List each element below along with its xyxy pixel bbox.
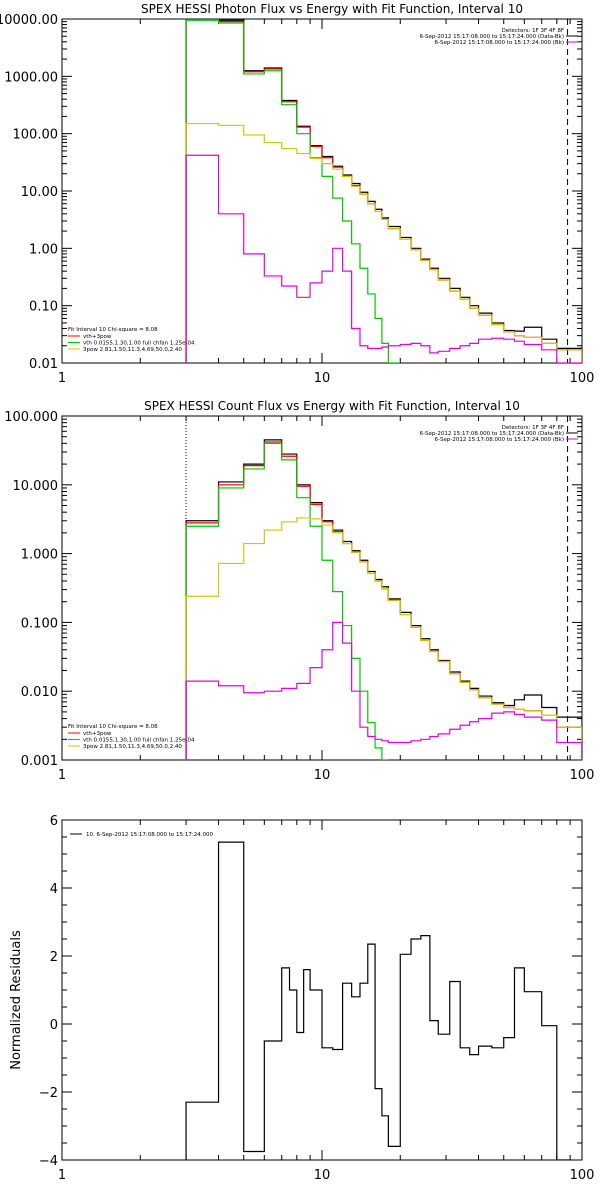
header-line: 6-Sep-2012 15:17:08.000 to 15:17:24.000 … [435, 437, 565, 443]
y-tick-label: 2 [50, 950, 58, 965]
y-tick-label: −2 [39, 1086, 58, 1101]
chart-panel-2: SPEX HESSI Count Flux vs Energy with Fit… [4, 399, 594, 783]
x-tick-label: 100 [570, 768, 595, 783]
y-tick-label: 0 [50, 1018, 58, 1033]
x-tick-label: 10 [314, 1168, 331, 1183]
plot-data [185, 19, 582, 363]
x-tick-label: 100 [570, 1168, 595, 1183]
chart-panel-1: SPEX HESSI Photon Flux vs Energy with Fi… [0, 2, 594, 386]
plot-frame [61, 415, 583, 761]
legend-title: Fit Interval 10 Chi-square = 8.08 [68, 327, 158, 333]
y-axis-label: Normalized Residuals [9, 930, 24, 1070]
plot-data [185, 416, 582, 760]
series-1-histogram [185, 841, 571, 1160]
legend-entry: vth+3pow [83, 731, 112, 737]
y-tick-label: 0.10 [29, 300, 58, 315]
y-tick-label: 1.000 [21, 548, 58, 563]
series-5-histogram [185, 621, 582, 760]
series-4-histogram [185, 122, 582, 363]
x-tick-label: 10 [314, 371, 331, 386]
legend-entry: 10. 6-Sep-2012 15:17:08.000 to 15:17:24.… [86, 832, 213, 838]
header-line: Detectors: 1F 3F 4F 8F [502, 425, 564, 431]
y-tick-label: 10000.00 [0, 13, 58, 28]
x-tick-label: 100 [570, 371, 595, 386]
y-tick-label: −4 [39, 1154, 58, 1169]
header-line: 6-Sep-2012 15:17:08.000 to 15:17:24.000 … [420, 431, 564, 437]
plot-frame [61, 18, 583, 364]
series-3-histogram [185, 442, 389, 760]
y-tick-label: 0.01 [29, 357, 58, 372]
legend-title: Fit Interval 10 Chi-square = 8.08 [68, 724, 158, 730]
y-tick-label: 100.000 [4, 410, 58, 425]
y-tick-label: 100.00 [13, 128, 59, 143]
x-tick-label: 1 [58, 768, 66, 783]
header-line: 6-Sep-2012 15:17:08.000 to 15:17:24.000 … [420, 34, 564, 40]
y-tick-label: 10.000 [13, 479, 59, 494]
series-4-histogram [185, 517, 582, 760]
x-tick-label: 1 [58, 1168, 66, 1183]
series-2-histogram [185, 441, 582, 760]
header-line: 6-Sep-2012 15:17:08.000 to 15:17:24.000 … [435, 40, 565, 46]
series-3-histogram [185, 19, 401, 363]
legend-entry: 3pow 2.81,1.50,11.3,4.69,50.0,2.40 [83, 744, 182, 750]
legend-entry: vth+3pow [83, 334, 112, 340]
chart-title: SPEX HESSI Photon Flux vs Energy with Fi… [141, 2, 523, 16]
series-1-histogram [185, 439, 582, 760]
y-tick-label: 0.100 [21, 616, 58, 631]
x-tick-label: 10 [314, 768, 331, 783]
y-tick-label: 4 [50, 882, 58, 897]
y-tick-label: 0.010 [21, 685, 58, 700]
series-1-histogram [185, 19, 582, 363]
chart-panel-3: 1 10 100 6 4 2 0 −2 −4 Normalized Residuals 10. 6-… [9, 814, 594, 1183]
y-tick-label: 1.00 [29, 242, 58, 257]
y-tick-label: 10.00 [21, 185, 58, 200]
plot-data [185, 841, 571, 1160]
legend-entry: 3pow 2.81,1.50,11.3,4.69,50.0,2.40 [83, 347, 182, 353]
header-line: Detectors: 1F 3F 4F 8F [502, 28, 564, 34]
series-5-histogram [185, 154, 582, 363]
legend-entry: vth 0.0155,1.30,1.00 full chfan 1.25e-04 [83, 341, 195, 347]
legend-entry: vth 0.0155,1.30,1.00 full chfan 1.25e-04 [83, 738, 195, 744]
y-tick-label: 0.001 [21, 754, 58, 769]
x-tick-label: 1 [58, 371, 66, 386]
y-tick-label: 6 [50, 814, 58, 829]
chart-title: SPEX HESSI Count Flux vs Energy with Fit… [144, 399, 520, 413]
y-tick-label: 1000.00 [4, 70, 58, 85]
